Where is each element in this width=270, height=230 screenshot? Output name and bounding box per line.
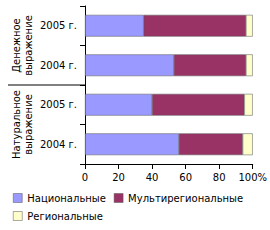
svg-text:80: 80 (213, 172, 226, 183)
svg-text:2004 г.: 2004 г. (40, 139, 77, 150)
svg-text:Натуральное: Натуральное (11, 90, 22, 159)
svg-text:Национальные: Национальные (27, 193, 106, 204)
svg-text:2004 г.: 2004 г. (40, 60, 77, 71)
svg-text:100%: 100% (238, 172, 267, 183)
svg-text:Денежное: Денежное (11, 18, 22, 72)
svg-text:40: 40 (146, 172, 159, 183)
svg-text:2005 г.: 2005 г. (40, 20, 77, 31)
svg-text:2005 г.: 2005 г. (40, 99, 77, 110)
svg-text:Региональные: Региональные (27, 211, 103, 222)
svg-text:выражение: выражение (23, 94, 34, 155)
svg-text:выражение: выражение (23, 15, 34, 76)
svg-text:60: 60 (179, 172, 192, 183)
svg-text:Мультирегиональные: Мультирегиональные (128, 193, 243, 204)
svg-text:0: 0 (82, 172, 88, 183)
svg-text:20: 20 (112, 172, 125, 183)
